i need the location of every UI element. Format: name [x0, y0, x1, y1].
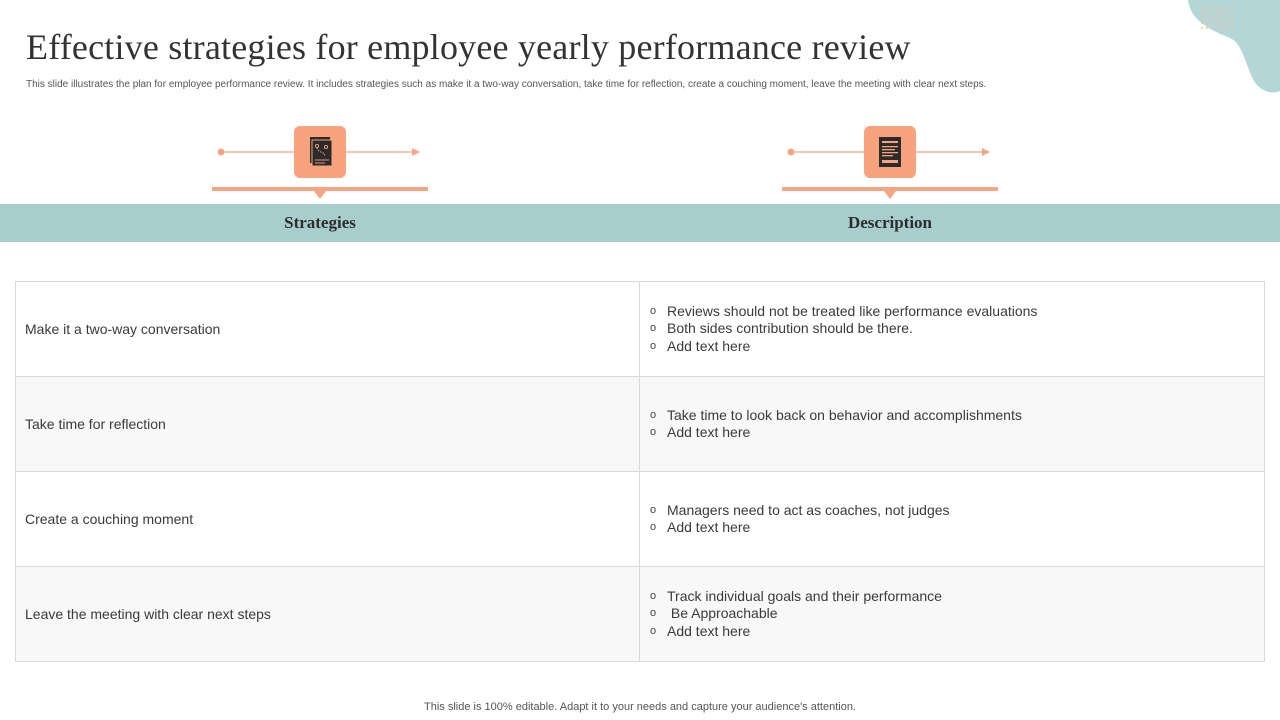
bullet-text: Add text here: [667, 424, 751, 440]
bullet-marker: o: [650, 521, 657, 533]
bullet-marker: o: [650, 339, 657, 352]
bullet-marker: o: [650, 607, 657, 620]
slide-footer: This slide is 100% editable. Adapt it to…: [424, 701, 856, 713]
pointer-triangle: [884, 191, 896, 199]
bullet-text: Reviews should not be treated like perfo…: [667, 302, 1038, 319]
corner-decoration: [1188, 0, 1280, 93]
description-cell: o Reviews should not be treated like perf…: [640, 282, 1264, 376]
bullet-item: o Managers need to act as coaches, not ju…: [650, 502, 1264, 520]
bullet-item: o Be Approachable: [650, 605, 1264, 623]
bullet-item: o Add text here: [650, 424, 1264, 442]
bullet-text: Add text here: [667, 519, 751, 535]
description-header: Description: [847, 213, 933, 232]
arrow-connector: [787, 148, 990, 156]
bullet-text: Track individual goals and their perform…: [667, 587, 942, 604]
arrow-connector: [217, 148, 420, 156]
bullet-text: Be Approachable: [667, 605, 778, 622]
description-cell: o Take time to look back on behavior and …: [640, 377, 1264, 471]
strategy-cell: Take time for reflection: [16, 377, 640, 471]
slide-subtitle: This slide illustrates the plan for empl…: [26, 79, 987, 90]
underline-bar: [212, 187, 428, 191]
bullet-text: Add text here: [667, 337, 751, 354]
bullet-item: o Both sides contribution should be there…: [650, 320, 1264, 338]
strategies-table: Make it a two-way conversation o Reviews …: [15, 281, 1265, 662]
table-header-band: Strategies Description: [0, 204, 1280, 242]
bullet-text: Both sides contribution should be there.: [667, 320, 913, 337]
bullet-text: Take time to look back on behavior and a…: [667, 406, 1022, 423]
bullet-item: o Add text here: [650, 519, 1264, 537]
bullet-item: o Add text here: [650, 623, 1264, 641]
strategy-cell: Create a couching moment: [16, 472, 640, 566]
bullet-marker: o: [650, 304, 657, 317]
bullet-marker: o: [650, 322, 657, 335]
description-document-icon: [864, 126, 916, 178]
underline-bar: [782, 187, 998, 191]
strategy-cell: Make it a two-way conversation: [16, 282, 640, 376]
bullet-text: Add text here: [667, 622, 751, 639]
bullet-marker: o: [650, 426, 657, 438]
bullet-text: Managers need to act as coaches, not jud…: [667, 501, 950, 518]
bullet-item: o Add text here: [650, 338, 1264, 356]
bullet-marker: o: [650, 503, 657, 516]
bullet-marker: o: [650, 624, 657, 637]
table-row: Make it a two-way conversation o Reviews …: [16, 282, 1264, 377]
strategies-header: Strategies: [284, 213, 356, 232]
description-icon-group: [780, 124, 1000, 204]
table-row: Leave the meeting with clear next steps …: [16, 567, 1264, 661]
description-cell: o Track individual goals and their perfor…: [640, 567, 1264, 661]
strategy-cell: Leave the meeting with clear next steps: [16, 567, 640, 661]
table-row: Take time for reflection o Take time to l…: [16, 377, 1264, 472]
bullet-item: o Take time to look back on behavior and …: [650, 407, 1264, 425]
bullet-marker: o: [650, 589, 657, 602]
bullet-item: o Track individual goals and their perfor…: [650, 588, 1264, 606]
pointer-triangle: [314, 191, 326, 199]
strategy-document-icon: [294, 126, 346, 178]
strategies-icon-group: [210, 124, 430, 204]
bullet-marker: o: [650, 408, 657, 421]
description-cell: o Managers need to act as coaches, not ju…: [640, 472, 1264, 566]
slide-title: Effective strategies for employee yearly…: [26, 27, 911, 67]
table-row: Create a couching moment o Managers need …: [16, 472, 1264, 567]
bullet-item: o Reviews should not be treated like perf…: [650, 303, 1264, 321]
